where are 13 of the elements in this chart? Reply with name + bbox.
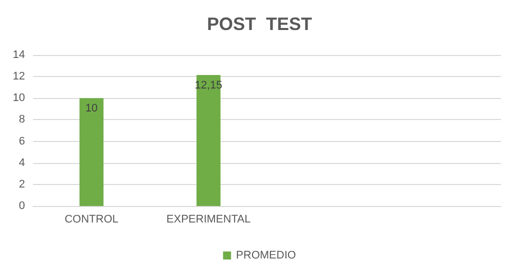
legend-label: PROMEDIO [236, 250, 296, 262]
y-tick-label: 14 [12, 49, 25, 61]
y-tick-label: 8 [18, 114, 25, 126]
y-tick-label: 2 [18, 178, 25, 190]
chart-title: POST TEST [206, 14, 312, 34]
y-tick-label: 4 [18, 156, 25, 169]
y-tick-label: 0 [18, 200, 25, 212]
x-tick-label: EXPERIMENTAL [166, 214, 251, 226]
data-label: 10 [85, 102, 98, 115]
y-tick-label: 12 [12, 70, 25, 83]
y-tick-label: 10 [12, 92, 25, 104]
y-tick-label: 6 [18, 135, 25, 148]
x-tick-label: CONTROL [64, 214, 118, 226]
